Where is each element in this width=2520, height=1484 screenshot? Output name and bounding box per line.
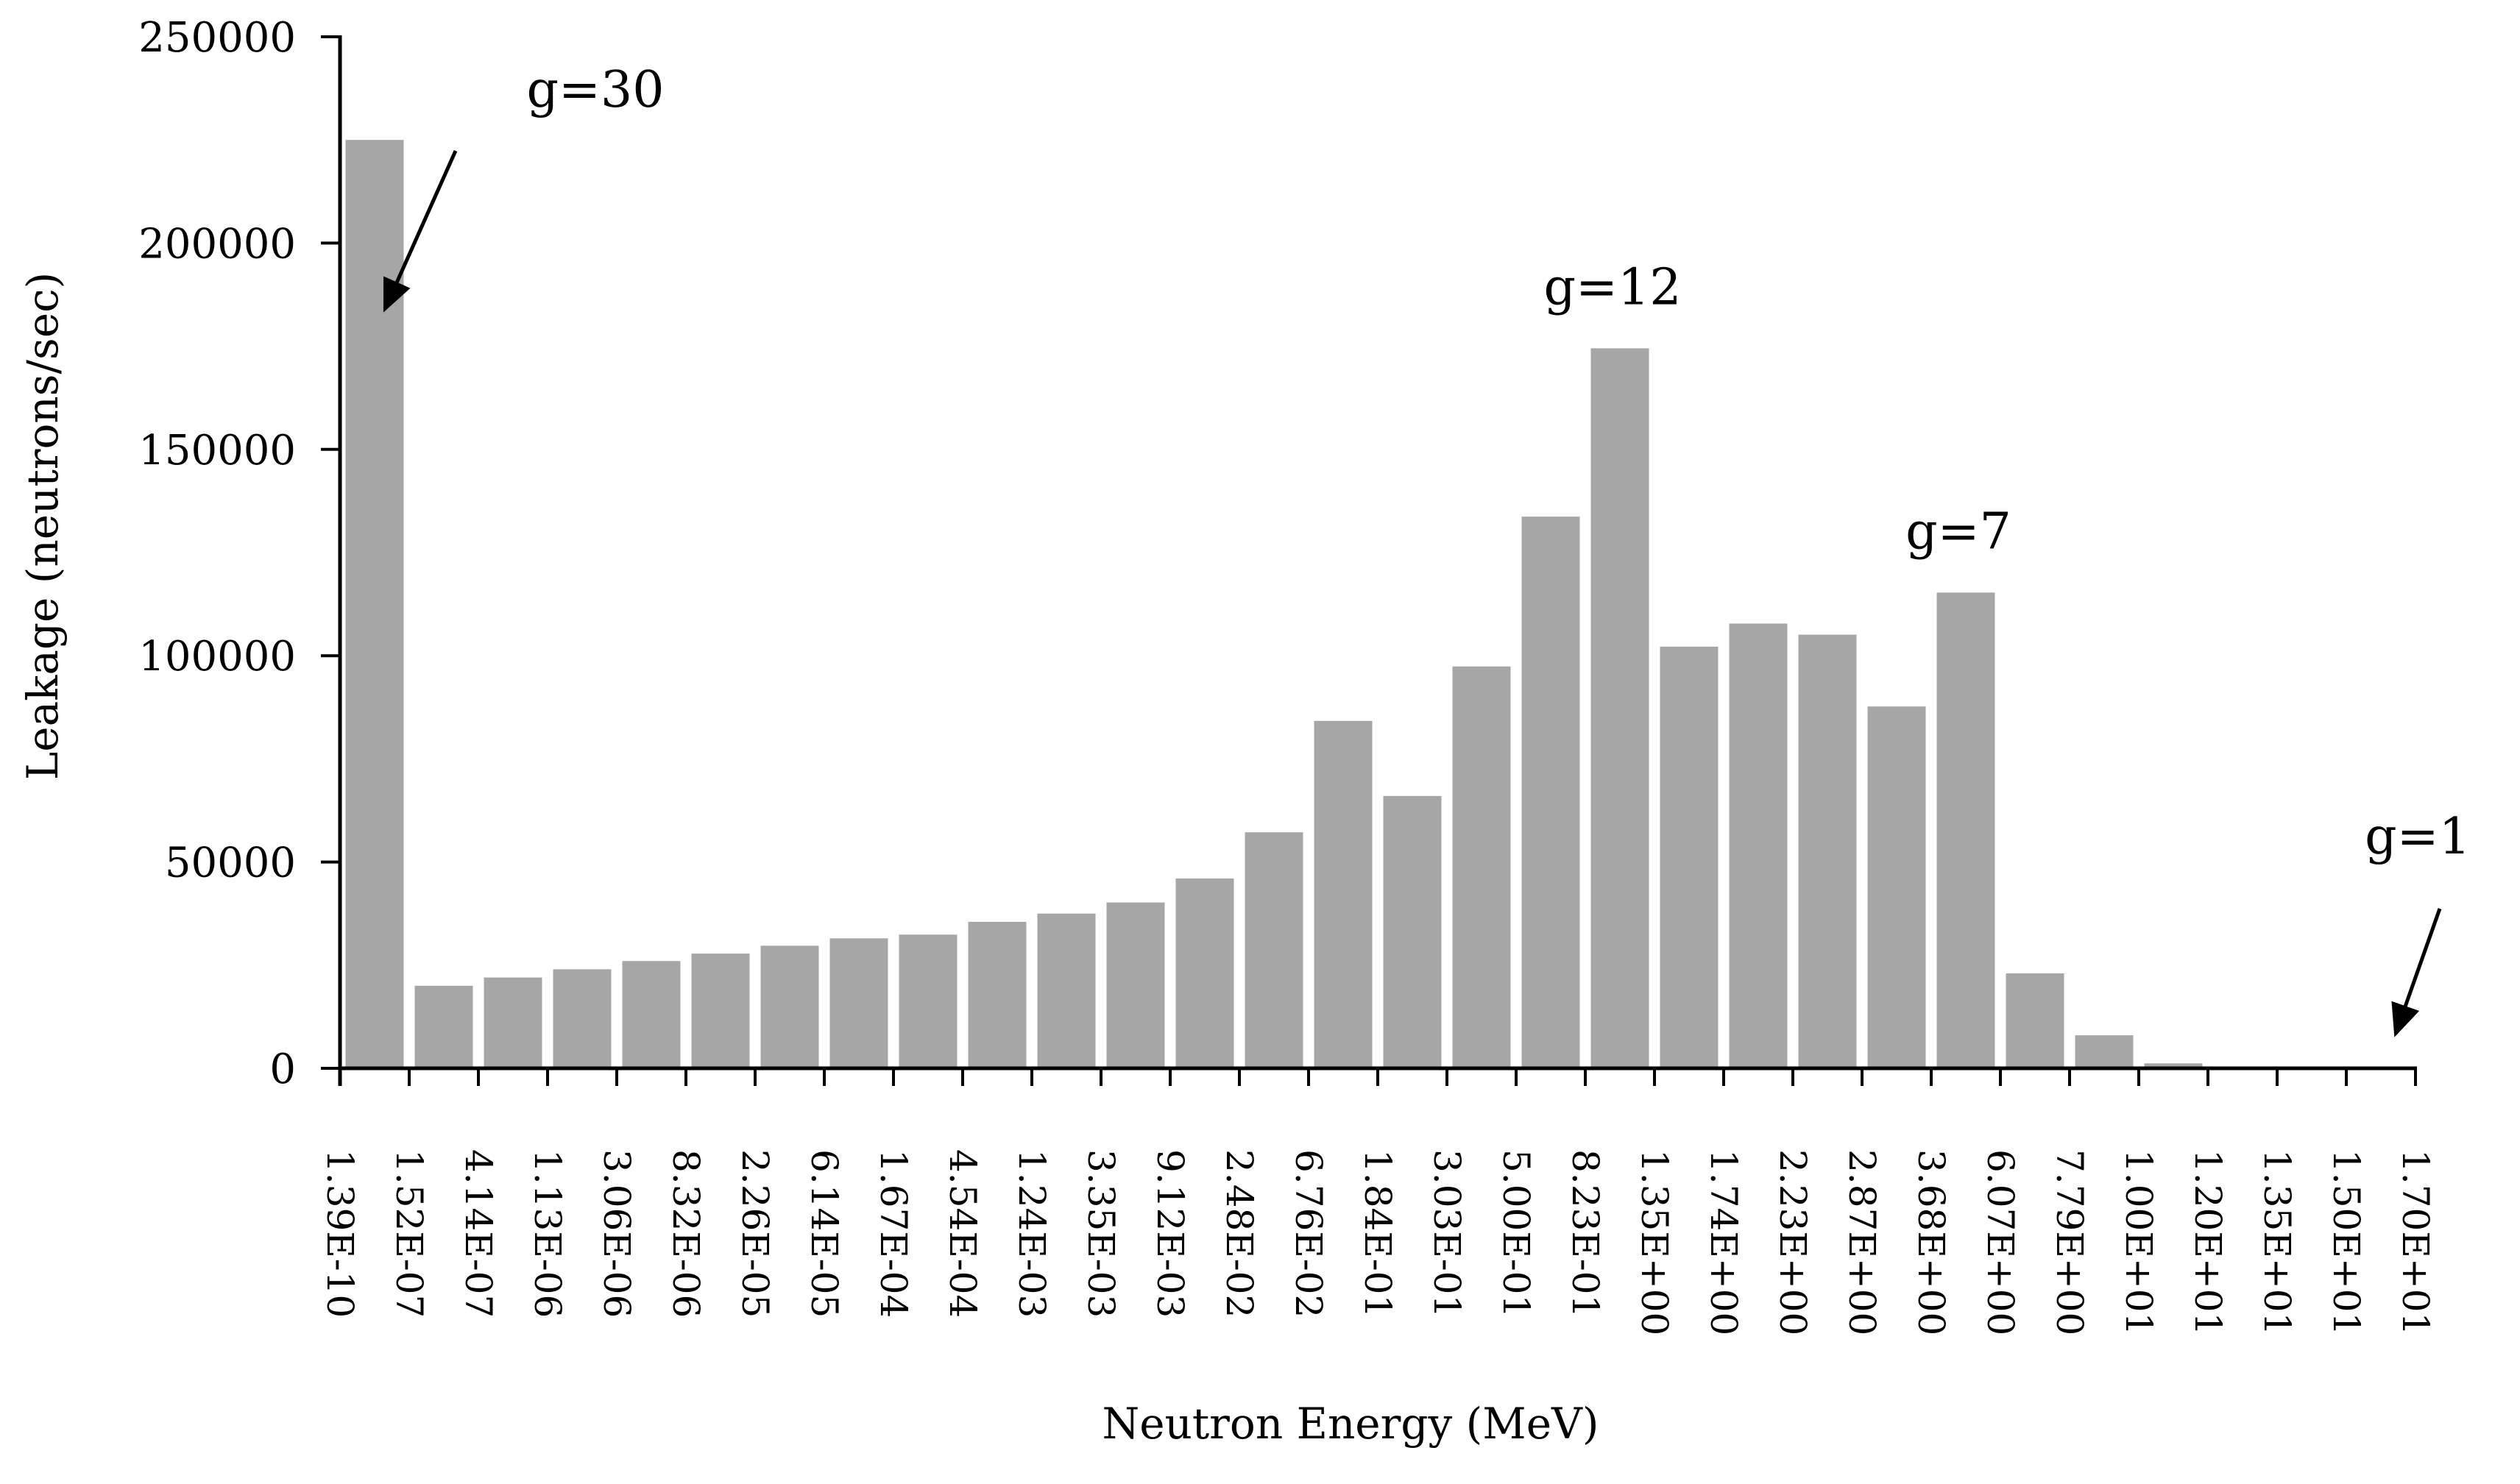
bar-2 xyxy=(414,985,473,1068)
x-axis-title: Neutron Energy (MeV) xyxy=(1102,1399,1599,1449)
annotation-label: g=1 xyxy=(2365,808,2471,866)
bar-23 xyxy=(1867,706,1926,1068)
x-tick-label: 8.23E-01 xyxy=(1564,1149,1607,1318)
x-tick-label: 1.24E-03 xyxy=(1011,1149,1053,1318)
bar-5 xyxy=(622,961,681,1068)
bar-20 xyxy=(1660,646,1719,1068)
x-tick-label: 2.48E-02 xyxy=(1218,1149,1261,1318)
bar-7 xyxy=(760,945,819,1068)
bar-26 xyxy=(2075,1035,2134,1068)
x-ticks-group: 1.39E-10 1.52E-07 4.14E-07 1.13E-06 3.06E-06… xyxy=(319,1068,2437,1335)
y-tick-label: 50000 xyxy=(165,839,296,887)
bar-21 xyxy=(1729,623,1788,1068)
x-tick-label: 3.68E+00 xyxy=(1910,1149,1953,1335)
x-tick-label: 6.14E-05 xyxy=(803,1149,846,1318)
bar-3 xyxy=(484,977,542,1068)
bar-1 xyxy=(345,140,404,1069)
x-tick-label: 1.74E+00 xyxy=(1702,1149,1745,1335)
bar-27 xyxy=(2144,1063,2203,1068)
x-tick-label: 7.79E+00 xyxy=(2048,1149,2091,1335)
bar-15 xyxy=(1314,720,1373,1068)
bar-17 xyxy=(1452,666,1511,1068)
x-tick-label: 3.03E-01 xyxy=(1426,1149,1468,1318)
bar-16 xyxy=(1383,795,1442,1068)
x-tick-label: 1.39E-10 xyxy=(319,1149,361,1318)
y-ticks-group: 0 50000 100000 150000 200000 250000 xyxy=(138,14,340,1093)
y-tick-label: 0 xyxy=(269,1045,296,1093)
x-tick-label: 1.67E-04 xyxy=(872,1149,915,1318)
x-tick-label: 1.50E+01 xyxy=(2325,1149,2368,1335)
y-tick-label: 100000 xyxy=(138,633,296,681)
bar-11 xyxy=(1037,913,1096,1068)
annotation-arrow xyxy=(2391,908,2442,1037)
x-tick-label: 1.00E+01 xyxy=(2117,1149,2160,1335)
x-tick-label: 6.07E+00 xyxy=(1979,1149,2022,1335)
x-tick-label: 2.23E+00 xyxy=(1772,1149,1814,1335)
x-tick-label: 9.12E-03 xyxy=(1149,1149,1192,1318)
bar-13 xyxy=(1175,878,1234,1068)
x-tick-label: 1.84E-01 xyxy=(1356,1149,1399,1318)
bar-24 xyxy=(1936,592,1995,1068)
x-tick-label: 5.00E-01 xyxy=(1495,1149,1537,1318)
x-tick-label: 8.32E-06 xyxy=(665,1149,707,1318)
bar-19 xyxy=(1590,348,1649,1068)
bar-22 xyxy=(1798,634,1857,1068)
x-tick-label: 3.35E-03 xyxy=(1080,1149,1122,1318)
bar-9 xyxy=(899,934,958,1068)
x-tick-label: 2.26E-05 xyxy=(734,1149,776,1318)
bar-12 xyxy=(1106,902,1165,1068)
annotation-arrow xyxy=(383,149,458,313)
bar-10 xyxy=(968,921,1027,1068)
axes-group xyxy=(338,35,2417,1086)
bar-8 xyxy=(829,938,888,1068)
x-tick-label: 1.13E-06 xyxy=(526,1149,569,1318)
x-tick-label: 2.87E+00 xyxy=(1841,1149,1883,1335)
y-tick-label: 250000 xyxy=(138,14,296,62)
annotation-label: g=7 xyxy=(1905,503,2011,561)
bar-14 xyxy=(1245,832,1303,1068)
annotation-label: g=30 xyxy=(526,61,664,119)
annotations-group: g=30 g=12 g=7 g=1 xyxy=(383,61,2471,1037)
y-axis-title: Leakage (neutrons/sec) xyxy=(18,272,68,781)
x-tick-label: 1.35E+00 xyxy=(1633,1149,1676,1335)
x-tick-label: 1.35E+01 xyxy=(2256,1149,2298,1335)
bar-6 xyxy=(691,954,750,1068)
y-tick-label: 200000 xyxy=(138,220,296,268)
x-tick-label: 4.54E-04 xyxy=(941,1149,984,1318)
bars-group xyxy=(345,140,2203,1069)
x-tick-label: 1.52E-07 xyxy=(388,1149,431,1318)
bar-18 xyxy=(1521,516,1580,1068)
x-tick-label: 4.14E-07 xyxy=(457,1149,500,1318)
bar-4 xyxy=(553,969,612,1068)
x-tick-label: 3.06E-06 xyxy=(595,1149,638,1318)
x-tick-label: 1.70E+01 xyxy=(2394,1149,2437,1335)
x-tick-label: 1.20E+01 xyxy=(2187,1149,2229,1335)
bar-25 xyxy=(2006,973,2064,1068)
y-tick-label: 150000 xyxy=(138,427,296,475)
annotation-label: g=12 xyxy=(1543,258,1681,316)
x-tick-label: 6.76E-02 xyxy=(1287,1149,1330,1318)
